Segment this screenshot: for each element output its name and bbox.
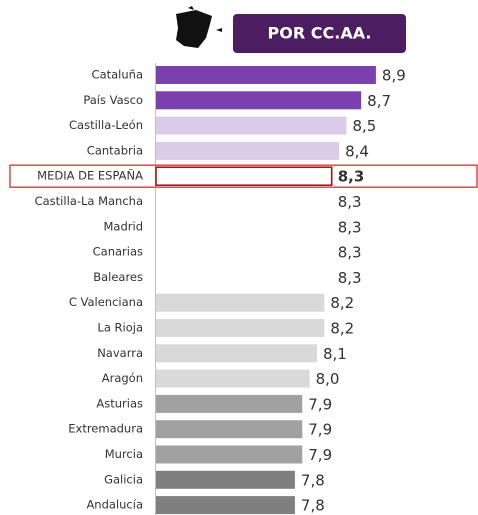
category-label: Baleares [93, 270, 143, 284]
value-label: 7,8 [301, 497, 325, 515]
title-box [233, 14, 406, 53]
spain-map-icon [176, 6, 222, 48]
bar [156, 470, 295, 489]
bar [156, 394, 303, 413]
value-label: 8,0 [316, 370, 340, 388]
bar [156, 141, 340, 160]
category-label: Extremadura [68, 422, 143, 436]
category-label: Castilla-León [69, 118, 143, 132]
category-label: MEDIA DE ESPAÑA [37, 168, 143, 183]
category-label: Canarias [93, 245, 143, 259]
category-label: País Vasco [83, 93, 143, 107]
value-label: 8,9 [382, 67, 406, 85]
value-label: 8,3 [338, 193, 362, 211]
bar [156, 116, 347, 135]
bar [156, 192, 332, 211]
bar [156, 243, 332, 262]
category-label: Navarra [97, 346, 143, 360]
value-label: 7,9 [308, 446, 332, 464]
value-label: 7,8 [301, 471, 325, 489]
bar [156, 420, 303, 439]
category-label: Murcia [105, 447, 143, 461]
value-label: 8,3 [338, 244, 362, 262]
value-label: 8,2 [330, 320, 354, 338]
bar [156, 293, 325, 312]
category-label: Cataluña [92, 68, 143, 82]
value-label: 7,9 [308, 421, 332, 439]
value-label: 8,2 [330, 294, 354, 312]
bar [156, 369, 310, 388]
chart-title: POR CC.AA. [268, 24, 372, 43]
category-label: Madrid [104, 219, 144, 233]
category-label: Andalucía [86, 498, 143, 512]
category-label: Castilla-La Mancha [35, 194, 143, 208]
category-label: Cantabria [87, 143, 143, 157]
value-label: 7,9 [308, 395, 332, 413]
value-label: 8,5 [352, 117, 376, 135]
category-label: Galicia [104, 472, 143, 486]
bar [156, 66, 376, 84]
bar [156, 91, 362, 110]
value-label: 8,3 [338, 218, 362, 236]
bar [156, 496, 295, 515]
category-label: Aragón [102, 371, 143, 385]
bar [155, 166, 333, 186]
category-label: Asturias [96, 396, 143, 410]
bar [156, 319, 325, 337]
value-label: 8,3 [338, 168, 365, 186]
value-label: 8,7 [367, 92, 391, 110]
bar [156, 344, 317, 363]
value-label: 8,3 [338, 269, 362, 287]
bar [156, 268, 332, 287]
value-label: 8,1 [323, 345, 347, 363]
category-label: C Valenciana [69, 295, 143, 309]
highlight-box [9, 164, 478, 188]
category-label: La Rioja [97, 321, 143, 335]
bar [156, 445, 303, 464]
bar [156, 217, 332, 236]
value-label: 8,4 [345, 142, 369, 160]
